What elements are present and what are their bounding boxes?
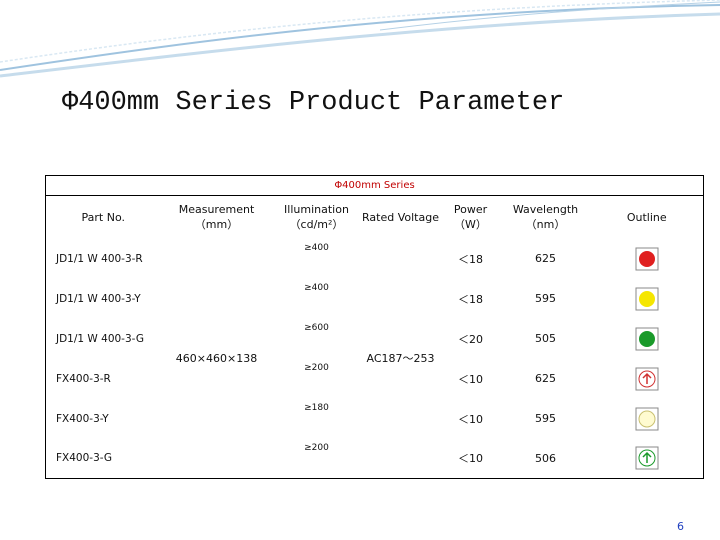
illumination: ≥400: [304, 242, 329, 253]
part-no: JD1/1 W 400-3-Y: [56, 292, 141, 305]
power: ＜10: [458, 372, 483, 386]
part-no: FX400-3-G: [56, 452, 113, 465]
outline-icon: [635, 327, 659, 350]
decoration: [0, 0, 720, 78]
slide-title: Φ400mm Series Product Parameter: [62, 88, 565, 118]
power: ＜18: [458, 252, 483, 266]
illumination: ≥600: [304, 322, 329, 333]
part-no: JD1/1 W 400-3-G: [56, 332, 144, 345]
outline-icon: [635, 407, 659, 430]
power: ＜10: [458, 452, 483, 466]
column-header: Part No.: [81, 210, 125, 224]
column-header: Measurement（mm）: [178, 202, 255, 231]
outline-icon: [635, 367, 659, 390]
column-header: Wavelength（nm）: [512, 202, 579, 231]
column-header: Outline: [626, 210, 667, 224]
page-number: 6: [677, 520, 684, 533]
table-caption: Φ400mm Series: [45, 175, 704, 196]
wavelength: 595: [535, 412, 556, 425]
column-header: Rated Voltage: [362, 210, 439, 224]
column-header: Illumination（cd/m²）: [284, 202, 349, 231]
outline-icon: [635, 287, 659, 310]
part-no: FX400-3-Y: [56, 412, 109, 425]
measurement: 460×460×138: [175, 351, 258, 365]
illumination: ≥180: [304, 402, 329, 413]
power: ＜20: [458, 332, 483, 346]
illumination: ≥200: [304, 442, 329, 453]
wavelength: 505: [535, 332, 556, 345]
part-no: FX400-3-R: [56, 372, 111, 385]
part-no: JD1/1 W 400-3-R: [56, 252, 143, 265]
outline-icon: [635, 446, 659, 470]
wavelength: 595: [535, 292, 556, 305]
wavelength: 506: [535, 451, 556, 465]
wavelength: 625: [535, 252, 556, 265]
power: ＜18: [458, 292, 483, 306]
rated-voltage: AC187～253: [366, 352, 435, 366]
power: ＜10: [458, 412, 483, 426]
outline-icon: [635, 247, 659, 270]
illumination: ≥200: [304, 362, 329, 373]
wavelength: 625: [535, 372, 556, 385]
parameter-table: Φ400mm Series Part No. Measurement（mm） I…: [45, 175, 704, 479]
illumination: ≥400: [304, 282, 329, 293]
column-header: Power（W）: [453, 202, 488, 231]
